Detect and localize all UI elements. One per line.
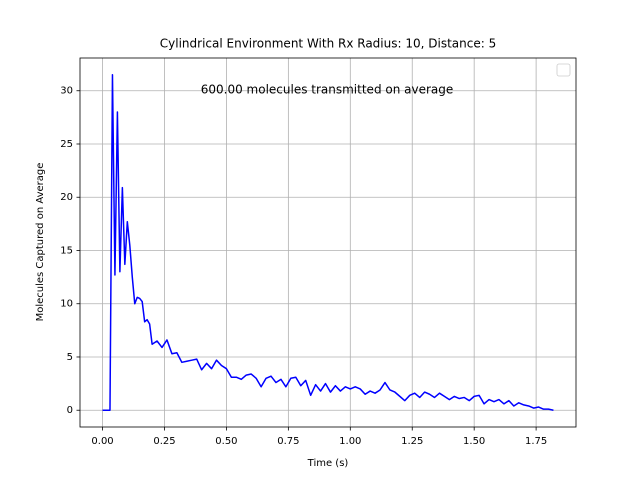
x-tick-label: 0.50: [215, 436, 237, 447]
x-tick-label: 0.75: [277, 436, 299, 447]
x-tick-label: 1.25: [401, 436, 423, 447]
axes-frame: [79, 57, 577, 428]
annotation: 600.00 molecules transmitted on average: [201, 83, 454, 97]
x-tick-label: 1.75: [525, 436, 547, 447]
chart-title: Cylindrical Environment With Rx Radius: …: [160, 37, 496, 51]
x-tick-label: 0.00: [91, 436, 113, 447]
y-tick-label: 25: [60, 139, 73, 150]
y-tick-label: 0: [67, 405, 73, 416]
x-tick-label: 1.00: [339, 436, 361, 447]
legend-box: [556, 63, 571, 77]
x-tick-label: 0.25: [153, 436, 175, 447]
y-axis-label: Molecules Captured on Average: [35, 163, 46, 322]
x-axis-label: Time (s): [307, 458, 349, 469]
y-tick-label: 30: [60, 86, 73, 97]
data-line: [102, 74, 554, 411]
y-tick-label: 10: [60, 299, 73, 310]
x-tick-label: 1.50: [463, 436, 485, 447]
y-tick-label: 20: [60, 192, 73, 203]
y-tick-label: 15: [60, 245, 73, 256]
y-tick-label: 5: [67, 352, 73, 363]
